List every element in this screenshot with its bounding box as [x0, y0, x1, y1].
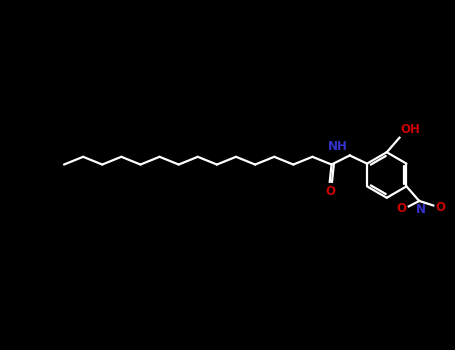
Text: O: O	[435, 201, 445, 214]
Text: N: N	[416, 203, 426, 216]
Text: OH: OH	[401, 123, 421, 136]
Text: O: O	[396, 202, 406, 215]
Text: NH: NH	[328, 140, 348, 153]
Text: O: O	[325, 185, 335, 198]
